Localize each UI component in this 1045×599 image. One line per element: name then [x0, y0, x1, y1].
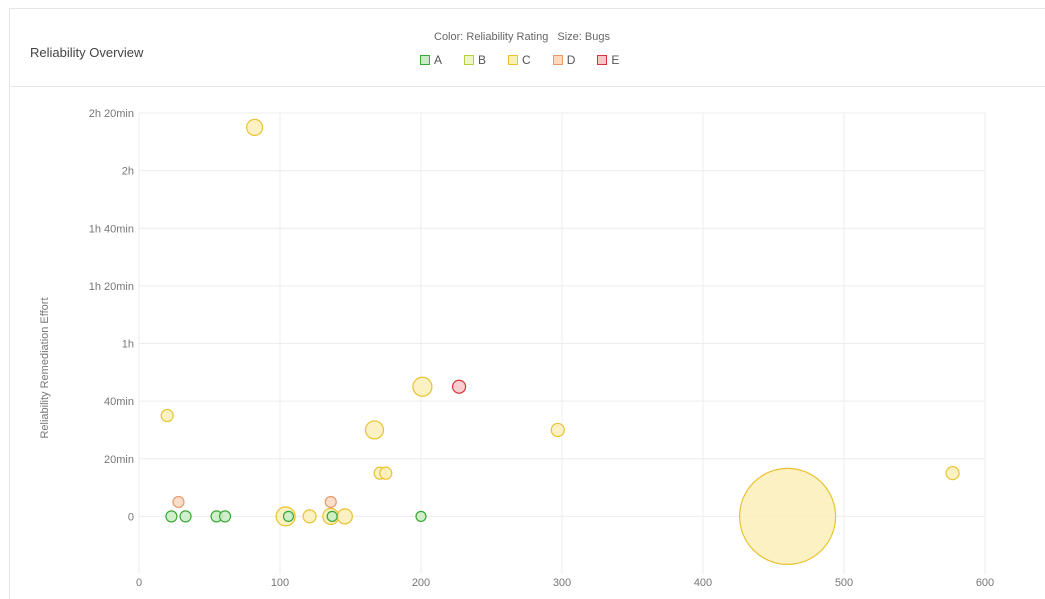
- legend-swatch-b: [464, 55, 475, 65]
- legend: A B C D E: [420, 53, 619, 67]
- chart-points: [160, 118, 960, 565]
- legend-label-d: D: [566, 53, 576, 67]
- bubble-point-d[interactable]: [172, 495, 185, 509]
- x-tick-label: 0: [136, 577, 142, 589]
- x-tick-label: 200: [412, 577, 430, 589]
- bubble-point-c[interactable]: [550, 422, 565, 438]
- legend-swatch-e: [597, 55, 608, 65]
- y-tick-label: 20min: [104, 454, 134, 466]
- bubble-point-c[interactable]: [379, 466, 393, 480]
- legend-item-c[interactable]: C: [508, 53, 531, 67]
- bubble-point-e[interactable]: [451, 379, 467, 394]
- y-tick-label: 1h 40min: [89, 223, 134, 235]
- y-tick-label: 40min: [104, 396, 134, 408]
- y-tick-label: 2h: [122, 166, 134, 178]
- bubble-point-a[interactable]: [326, 510, 338, 522]
- legend-label-c: C: [522, 53, 531, 67]
- bubble-point-a[interactable]: [179, 510, 192, 523]
- y-tick-label: 2h 20min: [89, 108, 134, 120]
- legend-label-e: E: [611, 53, 620, 67]
- page-title: Reliability Overview: [30, 45, 144, 60]
- legend-label-b: B: [478, 53, 487, 67]
- legend-item-e[interactable]: E: [597, 53, 619, 67]
- x-tick-label: 400: [694, 577, 712, 589]
- legend-swatch-a: [420, 55, 430, 65]
- x-tick-label: 500: [835, 577, 853, 589]
- bubble-point-a[interactable]: [282, 510, 295, 522]
- legend-label-a: A: [434, 53, 443, 67]
- bubble-point-c[interactable]: [302, 509, 317, 524]
- bubble-point-a[interactable]: [165, 510, 178, 523]
- bubble-point-c[interactable]: [160, 408, 174, 423]
- bubble-point-c[interactable]: [412, 376, 433, 397]
- y-tick-label: 0: [128, 511, 134, 523]
- legend-swatch-d: [552, 55, 563, 65]
- x-axis-ticks: 0 100 200 300 400 500 600: [136, 577, 994, 589]
- legend-item-d[interactable]: D: [552, 53, 576, 67]
- card-header: Reliability Overview Color: Reliability …: [10, 9, 1045, 87]
- chart-grid: [138, 112, 986, 574]
- x-tick-label: 100: [271, 577, 289, 589]
- color-caption: Color: Reliability Rating: [434, 31, 549, 43]
- bubble-point-c[interactable]: [738, 467, 837, 565]
- bubble-point-a[interactable]: [415, 510, 427, 522]
- y-axis-ticks: 0 20min 40min 1h 1h 20min 1h 40min 2h 2h 20min: [89, 108, 134, 523]
- size-caption: Size: Bugs: [557, 31, 610, 43]
- x-tick-label: 600: [976, 577, 994, 589]
- bubble-point-c[interactable]: [246, 118, 264, 137]
- bubble-point-c[interactable]: [364, 420, 385, 440]
- bubble-point-a[interactable]: [218, 510, 232, 523]
- legend-item-b[interactable]: B: [464, 53, 486, 67]
- y-axis-label: Reliability Remediation Effort: [39, 297, 51, 438]
- bubble-point-d[interactable]: [324, 495, 337, 509]
- legend-caption: Color: Reliability Rating Size: Bugs: [410, 31, 720, 43]
- x-tick-label: 300: [553, 577, 571, 589]
- y-tick-label: 1h 20min: [89, 281, 134, 293]
- y-tick-label: 1h: [122, 339, 134, 351]
- legend-item-a[interactable]: A: [420, 53, 442, 67]
- bubble-point-c[interactable]: [336, 508, 353, 525]
- legend-swatch-c: [508, 55, 519, 65]
- bubble-point-c[interactable]: [945, 466, 960, 481]
